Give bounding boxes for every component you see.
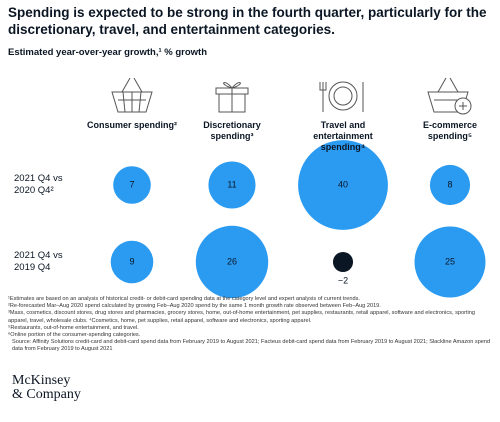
footnote: ²Re-forecasted Mar–Aug 2020 spend calcul… (8, 303, 381, 310)
icons (111, 77, 472, 115)
footnote: ⁵Restaurants, out-of-home entertainment,… (8, 324, 139, 331)
column-label: Consumer spending² (87, 120, 178, 130)
bubble (110, 240, 154, 284)
column-label: Discretionary spending³ (203, 120, 261, 141)
bubble (298, 140, 388, 230)
logo: McKinsey & Company (12, 374, 81, 402)
subtitle: Estimated year-over-year growth,¹ % grow… (8, 47, 208, 58)
logo-line: McKinsey (12, 373, 71, 388)
footnote: ⁶Online portion of the consumer-spending… (8, 332, 141, 339)
value-label: 8 (447, 179, 452, 189)
value-label: 7 (129, 179, 134, 189)
value-label: 25 (445, 256, 455, 266)
title: Spending is expected to be strong in the… (8, 5, 487, 37)
value-label: −2 (338, 275, 348, 285)
row-label: 2021 Q4 vs 2020 Q4² (14, 173, 63, 196)
footnotes: ¹Estimates are based on an analysis of h… (8, 296, 494, 354)
column-label: E-commerce spending⁵ (422, 120, 478, 141)
bubble (414, 226, 486, 298)
footnote: ³Mass, cosmetics, discount stores, drug … (8, 310, 475, 324)
value-label: 26 (227, 256, 237, 266)
bubble (208, 161, 256, 209)
value-label: 40 (338, 179, 348, 189)
footnote: Source: Affinity Solutions credit-card a… (12, 339, 491, 353)
bubble (195, 225, 269, 299)
bubble (332, 251, 354, 273)
bubble (113, 166, 151, 204)
value-label: 9 (129, 256, 134, 266)
bubble (429, 164, 471, 206)
value-label: 11 (227, 179, 236, 189)
logo-line: & Company (12, 387, 81, 402)
chart: 7 11 40 8 9 26 −2 25 (110, 77, 486, 299)
footnote: ¹Estimates are based on an analysis of h… (8, 296, 360, 302)
row-label: 2021 Q4 vs 2019 Q4 (14, 250, 63, 273)
column-label: Travel and entertainment spending⁴ (313, 120, 373, 152)
